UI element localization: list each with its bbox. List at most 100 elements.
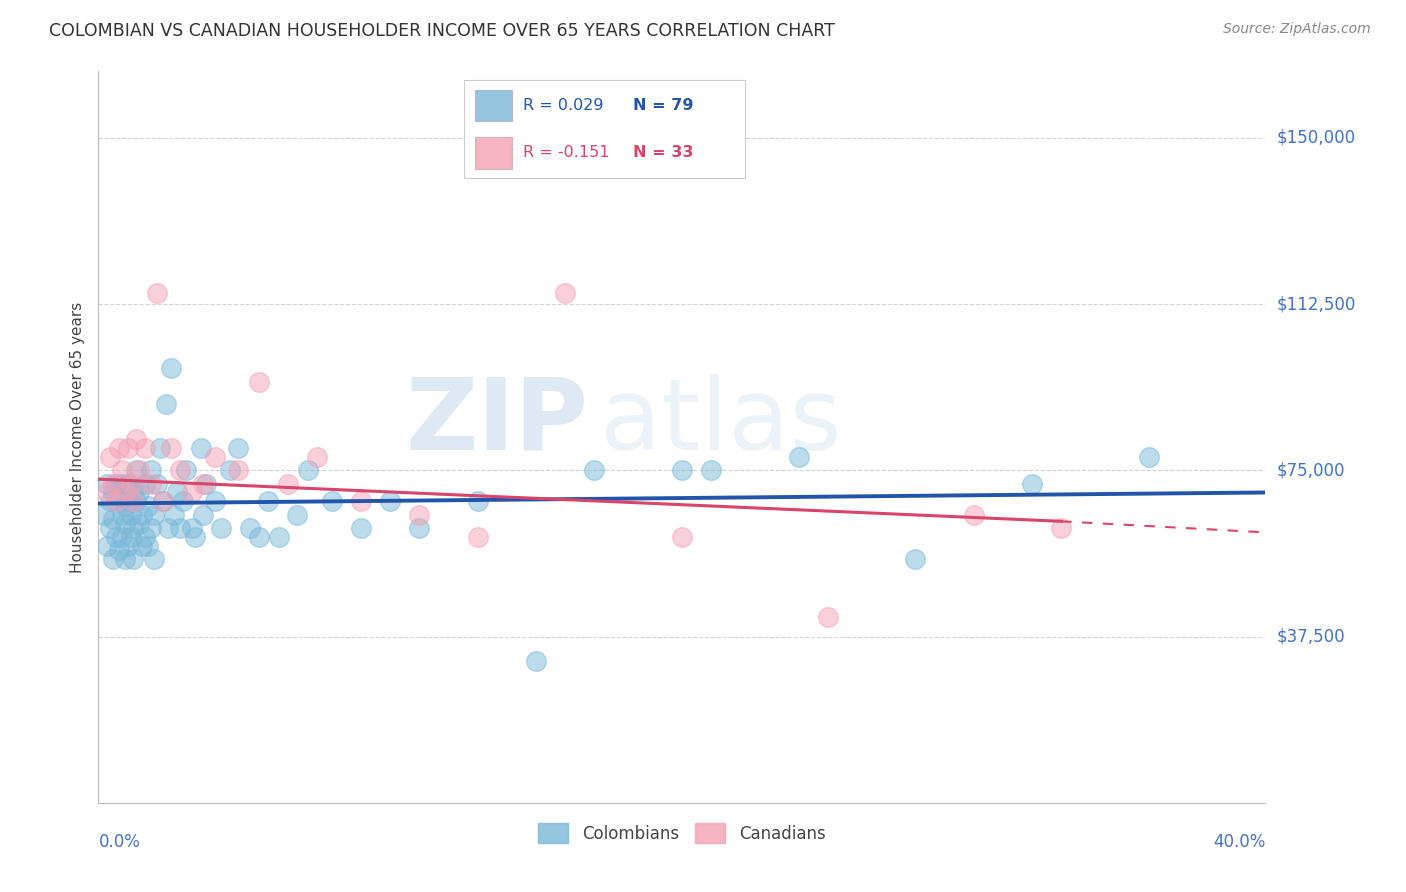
Text: $150,000: $150,000 bbox=[1277, 128, 1355, 147]
Point bbox=[125, 432, 148, 446]
Point bbox=[408, 521, 430, 535]
Point bbox=[962, 508, 984, 522]
Text: R = -0.151: R = -0.151 bbox=[523, 145, 610, 161]
Point bbox=[104, 530, 127, 544]
Text: ZIP: ZIP bbox=[406, 374, 589, 471]
Point bbox=[120, 508, 142, 522]
Point bbox=[122, 552, 145, 566]
Point bbox=[146, 285, 169, 300]
Point bbox=[131, 508, 153, 522]
Point bbox=[98, 521, 121, 535]
Point bbox=[247, 375, 270, 389]
Point bbox=[111, 530, 134, 544]
Point bbox=[256, 494, 278, 508]
Point bbox=[218, 463, 240, 477]
Point bbox=[125, 494, 148, 508]
Point bbox=[671, 530, 693, 544]
Point bbox=[117, 441, 139, 455]
Point bbox=[101, 485, 124, 500]
Point bbox=[149, 441, 172, 455]
Point bbox=[193, 508, 215, 522]
Point bbox=[269, 530, 291, 544]
Point bbox=[139, 463, 162, 477]
Point bbox=[108, 441, 131, 455]
Point bbox=[307, 450, 329, 464]
Text: $75,000: $75,000 bbox=[1277, 461, 1346, 479]
Point bbox=[134, 441, 156, 455]
Point bbox=[228, 441, 250, 455]
Point bbox=[101, 512, 124, 526]
Text: Source: ZipAtlas.com: Source: ZipAtlas.com bbox=[1223, 22, 1371, 37]
Point bbox=[128, 485, 150, 500]
Point bbox=[174, 463, 197, 477]
Point bbox=[142, 552, 165, 566]
Point bbox=[239, 521, 262, 535]
Point bbox=[193, 476, 215, 491]
Point bbox=[204, 450, 226, 464]
Bar bbox=[475, 137, 512, 169]
Text: $112,500: $112,500 bbox=[1277, 295, 1355, 313]
Text: N = 33: N = 33 bbox=[633, 145, 693, 161]
Point bbox=[467, 530, 489, 544]
Point bbox=[125, 463, 148, 477]
Point bbox=[204, 494, 226, 508]
Point bbox=[160, 361, 183, 376]
Point bbox=[134, 530, 156, 544]
Point bbox=[817, 609, 839, 624]
Point bbox=[350, 521, 373, 535]
Point bbox=[96, 476, 118, 491]
Point bbox=[98, 450, 121, 464]
Point bbox=[163, 508, 186, 522]
Text: 40.0%: 40.0% bbox=[1213, 833, 1265, 851]
Point bbox=[136, 539, 159, 553]
Point bbox=[114, 552, 136, 566]
Point bbox=[108, 543, 131, 558]
Point bbox=[297, 463, 319, 477]
Point bbox=[700, 463, 723, 477]
Point bbox=[98, 494, 121, 508]
Text: R = 0.029: R = 0.029 bbox=[523, 98, 603, 113]
Point bbox=[152, 494, 174, 508]
Point bbox=[120, 476, 142, 491]
Text: $37,500: $37,500 bbox=[1277, 628, 1346, 646]
Point bbox=[1137, 450, 1160, 464]
Point bbox=[122, 521, 145, 535]
Point bbox=[111, 508, 134, 522]
Point bbox=[1050, 521, 1073, 535]
Point bbox=[524, 654, 547, 668]
Point bbox=[152, 494, 174, 508]
Point bbox=[787, 450, 810, 464]
Point bbox=[146, 476, 169, 491]
Point bbox=[380, 494, 402, 508]
Y-axis label: Householder Income Over 65 years: Householder Income Over 65 years bbox=[70, 301, 86, 573]
Point bbox=[108, 494, 131, 508]
Point bbox=[321, 494, 343, 508]
Point bbox=[228, 463, 250, 477]
Point bbox=[277, 476, 299, 491]
Point bbox=[285, 508, 308, 522]
Point bbox=[583, 463, 606, 477]
Point bbox=[101, 476, 124, 491]
Point bbox=[122, 485, 145, 500]
Text: 0.0%: 0.0% bbox=[98, 833, 141, 851]
Point bbox=[169, 463, 191, 477]
Point bbox=[180, 521, 202, 535]
Point bbox=[114, 516, 136, 531]
Point bbox=[155, 397, 177, 411]
Point bbox=[128, 463, 150, 477]
Point bbox=[209, 521, 232, 535]
Point bbox=[96, 539, 118, 553]
Point bbox=[120, 530, 142, 544]
Point bbox=[114, 499, 136, 513]
Point bbox=[114, 485, 136, 500]
Point bbox=[190, 441, 212, 455]
Point bbox=[139, 521, 162, 535]
Point bbox=[111, 463, 134, 477]
Point bbox=[904, 552, 927, 566]
Point bbox=[101, 552, 124, 566]
Point bbox=[117, 494, 139, 508]
Point bbox=[467, 494, 489, 508]
Point bbox=[554, 285, 576, 300]
Text: atlas: atlas bbox=[600, 374, 842, 471]
Point bbox=[172, 494, 194, 508]
